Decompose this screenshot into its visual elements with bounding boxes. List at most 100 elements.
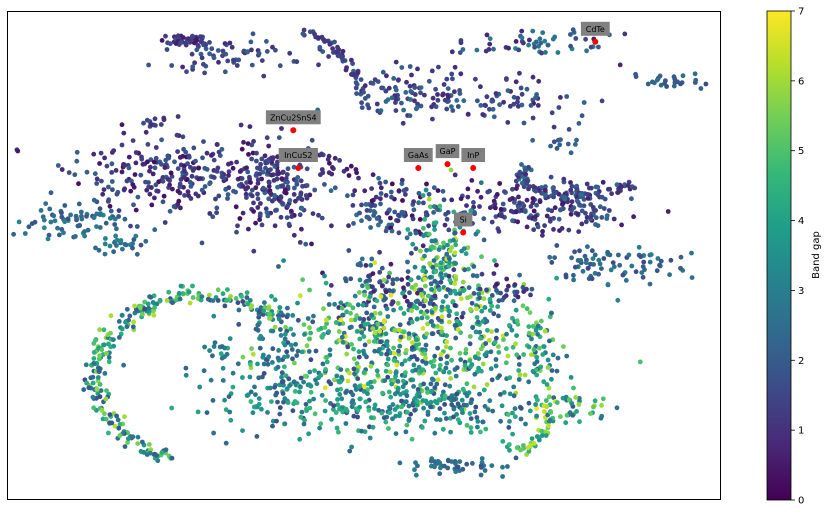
scatter-point: [41, 225, 47, 231]
scatter-point: [300, 277, 305, 283]
scatter-point: [505, 120, 511, 125]
scatter-point: [407, 83, 413, 89]
scatter-point: [380, 69, 386, 75]
scatter-point: [640, 274, 646, 280]
scatter-point: [511, 384, 517, 390]
scatter-point: [498, 392, 503, 397]
scatter-point: [725, 259, 730, 264]
scatter-point: [270, 44, 275, 50]
scatter-point: [461, 287, 467, 293]
scatter-point: [308, 383, 314, 389]
scatter-point: [473, 231, 479, 237]
scatter-point: [640, 264, 646, 269]
scatter-point: [392, 391, 398, 397]
scatter-point: [488, 366, 494, 372]
scatter-point: [138, 449, 144, 454]
scatter-point: [636, 244, 642, 250]
scatter-point: [458, 196, 464, 202]
scatter-point: [440, 188, 446, 194]
scatter-point: [182, 168, 187, 174]
scatter-point: [678, 254, 684, 260]
scatter-point: [474, 415, 480, 420]
scatter-point: [322, 182, 327, 187]
scatter-point: [298, 375, 304, 381]
scatter-point: [220, 53, 225, 59]
scatter-point: [294, 59, 300, 65]
scatter-point: [436, 64, 441, 70]
scatter-point: [506, 45, 511, 51]
scatter-point: [505, 88, 511, 93]
scatter-point: [570, 27, 576, 33]
scatter-point: [144, 452, 150, 457]
scatter-point: [97, 394, 103, 400]
scatter-point: [251, 248, 257, 254]
scatter-point: [497, 373, 502, 378]
scatter-point: [274, 207, 279, 213]
scatter-point: [106, 359, 112, 365]
scatter-point: [527, 310, 533, 315]
scatter-point: [521, 120, 527, 126]
scatter-point: [530, 115, 536, 121]
scatter-point: [226, 169, 232, 175]
scatter-point: [375, 372, 381, 378]
scatter-point: [607, 252, 613, 258]
scatter-point: [445, 86, 451, 91]
scatter-point: [564, 412, 570, 418]
scatter-point: [345, 193, 350, 199]
scatter-point: [547, 314, 553, 320]
scatter-point: [347, 302, 352, 308]
scatter-point: [517, 372, 523, 378]
scatter-point: [94, 211, 100, 217]
scatter-point: [435, 188, 441, 194]
scatter-point: [277, 305, 283, 310]
scatter-point: [608, 267, 614, 273]
scatter-point: [111, 249, 116, 255]
scatter-point: [426, 231, 432, 237]
scatter-point: [349, 342, 354, 347]
scatter-point: [460, 279, 466, 285]
scatter-point: [403, 399, 409, 405]
scatter-point: [384, 340, 389, 346]
scatter-point: [561, 176, 567, 182]
scatter-point: [568, 180, 573, 185]
scatter-point: [372, 310, 378, 316]
scatter-point: [517, 171, 522, 177]
scatter-point: [256, 314, 262, 320]
scatter-point: [390, 416, 395, 422]
scatter-point: [116, 425, 122, 431]
scatter-point: [464, 203, 469, 209]
scatter-point: [558, 207, 564, 213]
scatter-point: [388, 394, 394, 400]
scatter-point: [494, 192, 500, 197]
scatter-point: [282, 342, 288, 348]
scatter-point: [611, 264, 617, 270]
scatter-point: [514, 186, 519, 192]
scatter-point: [303, 193, 309, 198]
scatter-point: [66, 170, 72, 176]
scatter-point: [385, 356, 391, 362]
scatter-point: [290, 313, 296, 318]
scatter-point: [177, 296, 183, 302]
scatter-point: [159, 38, 165, 43]
scatter-point: [376, 407, 381, 413]
scatter-point: [545, 365, 551, 370]
scatter-point: [347, 448, 353, 454]
scatter-point: [252, 384, 257, 390]
scatter-point: [210, 398, 216, 403]
scatter-point: [323, 367, 328, 372]
scatter-point: [332, 301, 337, 307]
scatter-point: [442, 97, 448, 103]
scatter-point: [227, 40, 233, 46]
scatter-point: [253, 392, 258, 397]
scatter-point: [106, 430, 111, 436]
scatter-point: [485, 327, 490, 333]
scatter-point: [438, 266, 444, 271]
scatter-point: [141, 120, 146, 126]
scatter-point: [197, 384, 203, 390]
scatter-point: [507, 447, 512, 453]
scatter-point: [393, 100, 398, 105]
scatter-point: [442, 402, 447, 407]
scatter-point: [442, 382, 448, 388]
scatter-point: [527, 37, 532, 43]
scatter-point: [100, 191, 106, 197]
